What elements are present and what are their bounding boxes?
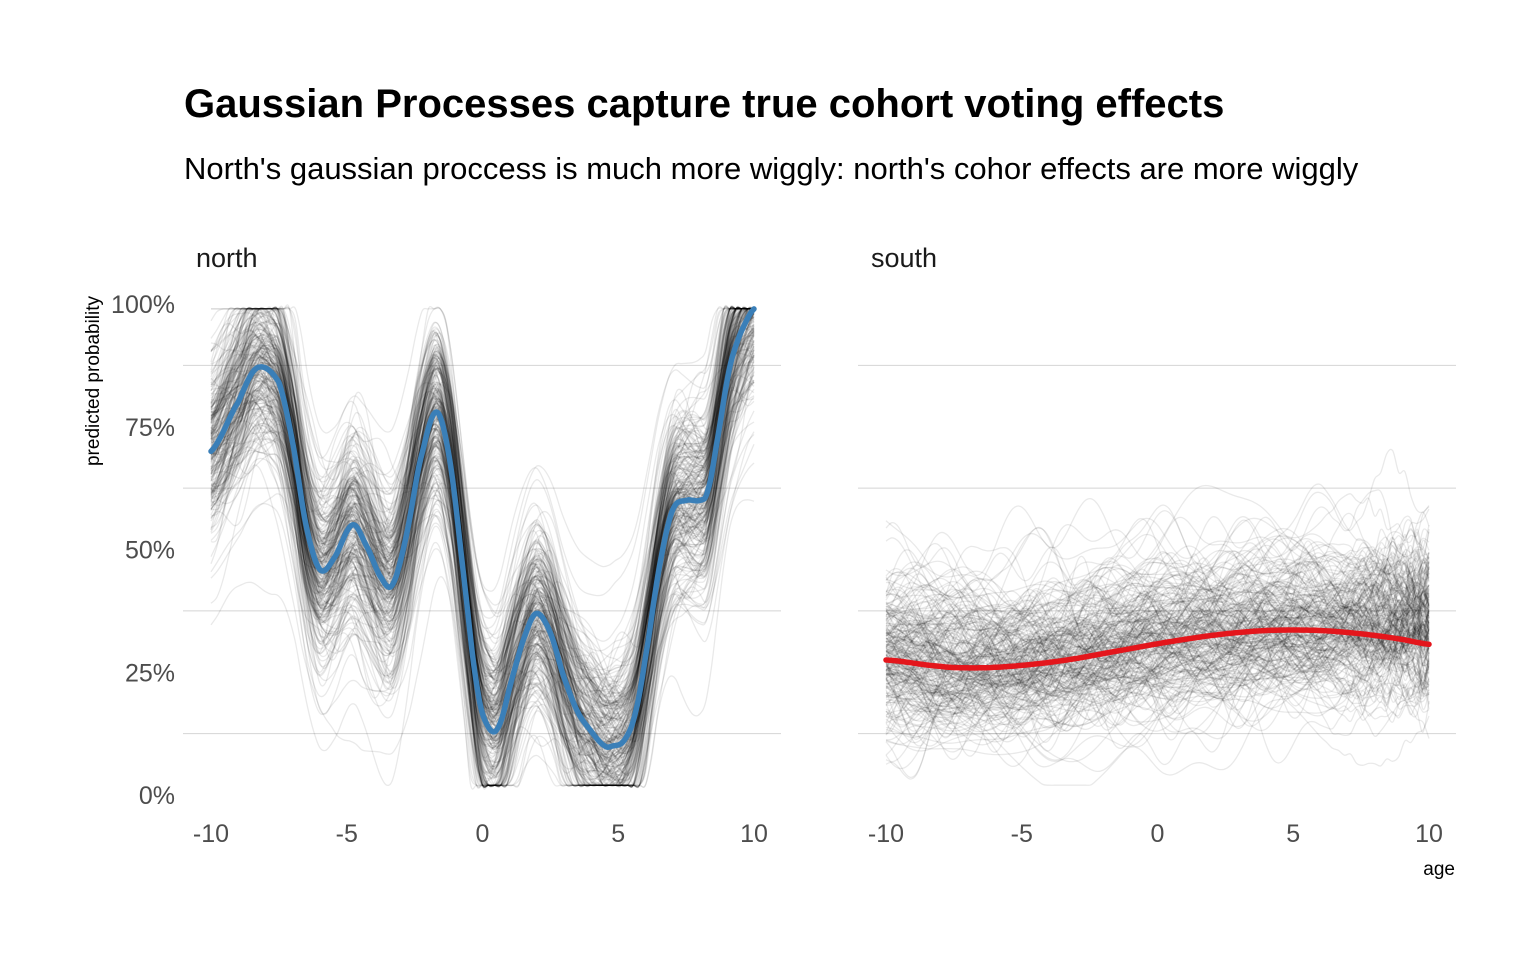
y-tick-label: 50% [125,537,175,565]
y-axis-title: predicted probability [83,295,104,466]
y-tick-label: 25% [125,659,175,687]
y-axis-ticks: 0% 25% 50% 75% 100% [111,291,175,810]
x-tick-label: 0 [476,820,490,848]
y-tick-label: 100% [111,291,175,319]
x-tick-label: -10 [868,820,904,848]
chart-subtitle: North's gaussian proccess is much more w… [184,151,1359,186]
x-tick-label: 10 [740,820,768,848]
x-tick-label: -5 [1011,820,1033,848]
posterior-draws [886,449,1429,785]
x-tick-label: 5 [1286,820,1300,848]
x-tick-label: 0 [1151,820,1165,848]
panel-label: south [871,243,937,273]
x-tick-label: 10 [1415,820,1443,848]
y-tick-label: 75% [125,414,175,442]
x-axis-title: age [1423,859,1455,880]
x-tick-label: -10 [193,820,229,848]
panel-label: north [196,243,258,273]
x-tick-label: -5 [336,820,358,848]
x-tick-label: 5 [611,820,625,848]
panel-south: south -10 -5 0 5 10 [858,243,1456,848]
panel-north: north -10 -5 0 5 10 [183,243,781,848]
chart-title: Gaussian Processes capture true cohort v… [184,82,1224,126]
y-tick-label: 0% [139,782,175,810]
